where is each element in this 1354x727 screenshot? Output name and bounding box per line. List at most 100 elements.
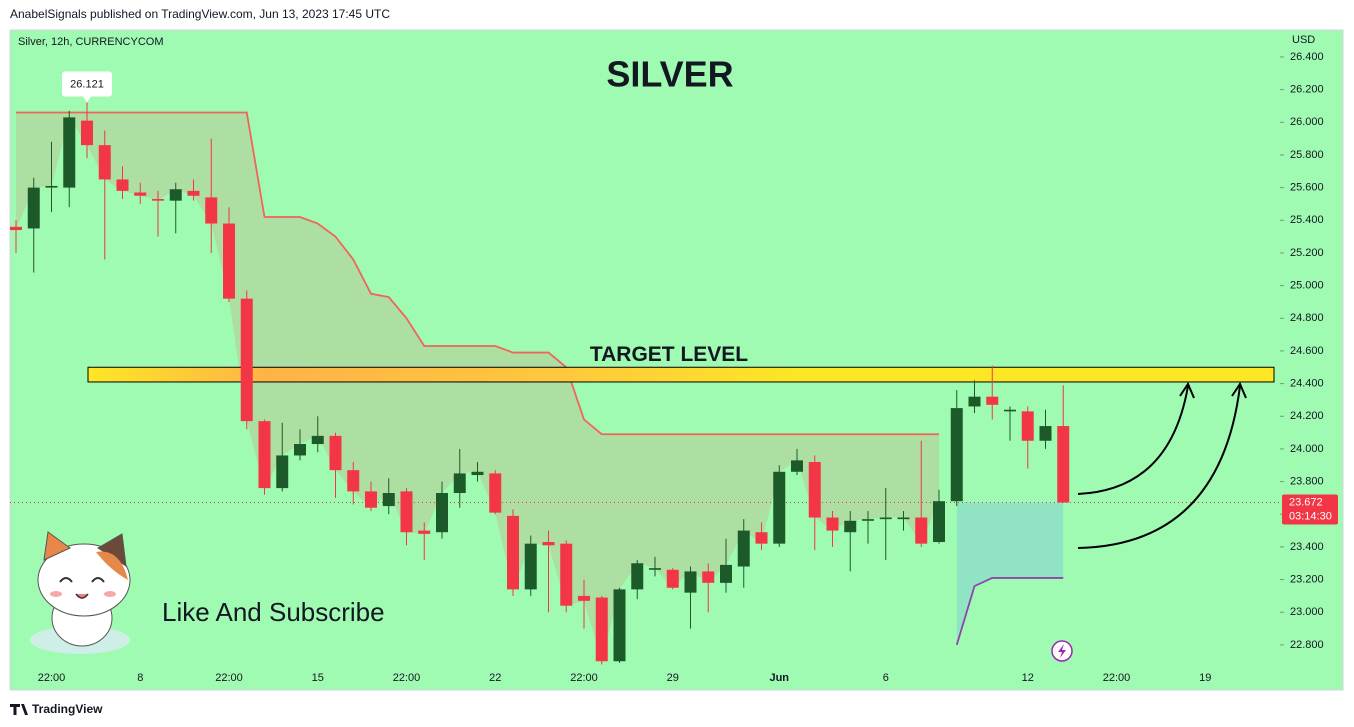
max-tooltip-box — [62, 71, 112, 97]
candle-body — [737, 530, 750, 567]
y-tick-label: 24.000 — [1290, 443, 1324, 455]
header: AnabelSignals published on TradingView.c… — [10, 7, 390, 21]
candle-body — [684, 571, 697, 593]
candle-body — [453, 473, 466, 494]
fills: TARGET LEVEL — [10, 111, 1280, 662]
candle-body — [755, 532, 768, 544]
max-tooltip-pointer — [83, 96, 91, 103]
candle-body — [560, 543, 573, 606]
x-tick-label: 22:00 — [393, 672, 421, 684]
candle-body — [258, 421, 271, 489]
y-tick-label: 24.600 — [1290, 345, 1324, 357]
footer: TradingView — [32, 702, 103, 716]
candle-body — [98, 145, 111, 180]
candle-body — [862, 519, 874, 521]
annotation: Like And Subscribe — [162, 597, 385, 627]
candle-body — [240, 298, 253, 422]
x-tick-label: Jun — [769, 672, 789, 684]
alert-icon-bolt — [1058, 644, 1066, 658]
candle-body — [1004, 409, 1016, 412]
candle-body — [329, 435, 342, 471]
candle-body — [578, 595, 590, 601]
x-tick-label: 29 — [667, 672, 679, 684]
currency: USD — [1292, 34, 1315, 46]
candle-body — [294, 444, 306, 456]
candle-body — [595, 597, 608, 662]
candle-body — [10, 226, 22, 231]
candle-body — [808, 461, 821, 518]
stop-line — [955, 577, 1064, 646]
candle-body — [915, 517, 928, 544]
candle-body — [542, 542, 555, 546]
candle-body — [666, 569, 679, 588]
y-tick-label: 26.000 — [1290, 116, 1324, 128]
y-tick-label: 24.800 — [1290, 312, 1324, 324]
candle-body — [826, 517, 839, 531]
candle-body — [382, 493, 395, 507]
candle-body — [169, 189, 182, 201]
cat-cheek — [50, 591, 62, 597]
target-band — [87, 366, 1275, 383]
trail-line — [16, 111, 939, 436]
last-price-box — [1282, 494, 1338, 525]
candle-body — [844, 520, 857, 533]
candle-body — [649, 568, 661, 570]
candle-body — [223, 223, 235, 299]
candle-body — [631, 563, 644, 590]
candle-body — [471, 471, 484, 476]
candle-body — [152, 199, 164, 201]
candle-body — [507, 515, 519, 590]
candle-body — [773, 471, 786, 544]
trail-fill — [16, 112, 939, 662]
y-tick-label: 25.400 — [1290, 214, 1324, 226]
x-tick-label: 8 — [137, 672, 143, 684]
candle-body — [933, 501, 945, 543]
last-price-label: 23.672 — [1289, 496, 1323, 508]
candle-body — [347, 470, 360, 492]
x-tick-label: 19 — [1199, 672, 1211, 684]
candle-body — [1057, 426, 1070, 503]
candle-body — [436, 493, 448, 533]
candle-body — [879, 517, 892, 520]
candle-body — [63, 117, 76, 188]
y-tick-label: 23.400 — [1290, 541, 1324, 553]
y-tick-label: 25.000 — [1290, 280, 1324, 292]
y-tick-label: 24.400 — [1290, 378, 1324, 390]
chart-title: SILVER — [606, 54, 733, 95]
x-tick-label: 22:00 — [1103, 672, 1131, 684]
x-tick-label: 22:00 — [215, 672, 243, 684]
candle-body — [365, 491, 377, 508]
candle-body — [968, 396, 981, 407]
y-tick-label: 25.600 — [1290, 182, 1324, 194]
candle-body — [187, 190, 200, 196]
candle-body — [791, 460, 803, 472]
footer-logo — [10, 704, 28, 715]
arrow-head — [1179, 381, 1195, 399]
candle-body — [418, 530, 431, 534]
x-tick-label: 15 — [312, 672, 324, 684]
marks — [10, 102, 1070, 665]
y-tick-label: 26.400 — [1290, 51, 1324, 63]
cat-sticker — [30, 531, 131, 654]
y-tick-label: 25.200 — [1290, 247, 1324, 259]
countdown: 03:14:30 — [1289, 510, 1332, 522]
candle-body — [613, 589, 626, 662]
cat-eyes — [59, 577, 105, 583]
arrow-head — [1231, 381, 1247, 399]
y-tick-label: 22.800 — [1290, 639, 1324, 651]
candle-body — [1021, 411, 1034, 441]
max-label: 26.121 — [70, 78, 104, 90]
y-tick-label: 25.800 — [1290, 149, 1324, 161]
candle-body — [205, 197, 218, 224]
x-tick-label: 22:00 — [38, 672, 66, 684]
candle-body — [489, 473, 502, 513]
candle-body — [524, 543, 537, 590]
y-tick-label: 23.200 — [1290, 573, 1324, 585]
candle-body — [897, 517, 910, 520]
stop-fill — [956, 502, 1064, 645]
candle-body — [702, 571, 715, 583]
y-tick-label: 23.800 — [1290, 475, 1324, 487]
candle-body — [720, 564, 732, 583]
arrow — [1077, 385, 1189, 495]
